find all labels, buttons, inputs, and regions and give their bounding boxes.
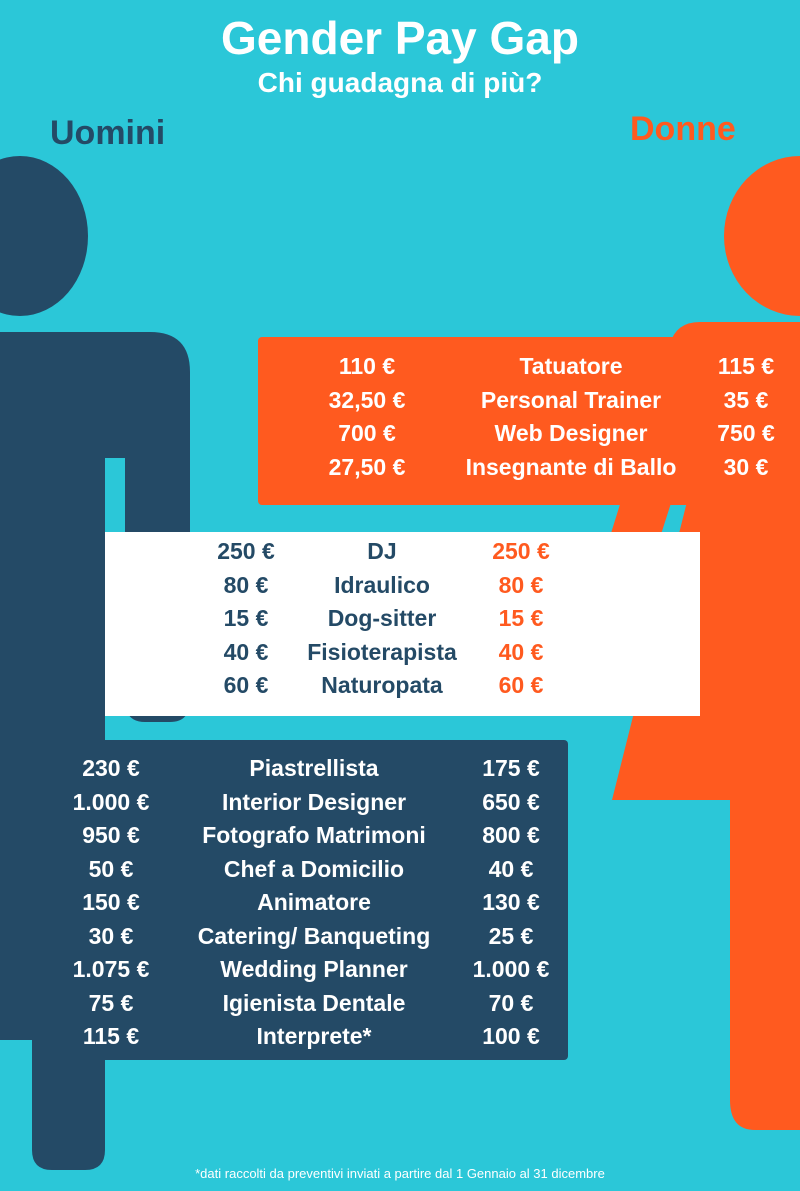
equal-row: 40 € Fisioterapista 40 €: [105, 636, 700, 670]
equal-row: 60 € Naturopata 60 €: [105, 669, 700, 703]
women-value: 175 €: [482, 755, 540, 781]
women-value: 100 €: [482, 1023, 540, 1049]
job-name: Dog-sitter: [327, 605, 437, 631]
women-value: 35 €: [723, 386, 769, 413]
women-value: 25 €: [488, 922, 534, 949]
footnote: *dati raccolti da preventivi inviati a p…: [195, 1166, 605, 1181]
job-name: Fisioterapista: [307, 638, 457, 665]
job-name: Naturopata: [321, 672, 443, 698]
men-value: 1.000 €: [72, 788, 150, 815]
women-value: 115 €: [717, 353, 775, 379]
men_higher-row: 230 € Piastrellista 175 €: [32, 752, 568, 786]
job-name: Interior Designer: [221, 788, 407, 815]
job-name: Idraulico: [334, 571, 430, 598]
men-value: 1.075 €: [72, 956, 150, 982]
men-value: 60 €: [223, 672, 269, 698]
women-value: 750 €: [717, 420, 775, 446]
job-name: Web Designer: [494, 420, 648, 446]
men-value: 150 €: [82, 889, 140, 915]
women_higher-row: 32,50 € Personal Trainer 35 €: [258, 384, 800, 418]
men_higher-row: 1.000 € Interior Designer 650 €: [32, 786, 568, 820]
men-higher-list: 230 € Piastrellista 175 € 1.000 € Interior D…: [32, 752, 568, 1054]
women_higher-row: 110 € Tatuatore 115 €: [258, 350, 800, 384]
men-value: 115 €: [82, 1023, 140, 1049]
women_higher-row: 27,50 € Insegnante di Ballo 30 €: [258, 451, 800, 485]
page-subtitle: Chi guadagna di più?: [257, 67, 543, 98]
equal-band-left: [105, 532, 620, 716]
job-name: Catering/ Banqueting: [197, 922, 431, 949]
women_higher-row: 700 € Web Designer 750 €: [258, 417, 800, 451]
men_higher-row: 50 € Chef a Domicilio 40 €: [32, 853, 568, 887]
women-value: 70 €: [488, 989, 534, 1016]
men-value: 80 €: [223, 571, 269, 598]
job-name: Wedding Planner: [220, 956, 408, 982]
women-value: 40 €: [498, 638, 544, 665]
page-title: Gender Pay Gap: [221, 12, 579, 64]
women-value: 60 €: [498, 672, 544, 698]
job-name: Piastrellista: [249, 755, 379, 781]
men-value: 230 €: [82, 755, 140, 781]
job-name: Interprete*: [256, 1023, 372, 1049]
job-name: DJ: [367, 538, 397, 564]
equal-band-right: [600, 532, 700, 716]
job-name: Fotografo Matrimoni: [202, 822, 426, 848]
women-value: 250 €: [492, 538, 550, 564]
job-name: Tatuatore: [519, 353, 623, 379]
women-value: 800 €: [482, 822, 540, 848]
men-value: 30 €: [88, 922, 134, 949]
women-higher-panel: [258, 337, 800, 505]
job-name: Insegnante di Ballo: [465, 453, 677, 480]
men-label: Uomini: [50, 114, 166, 152]
men-higher-panel: [32, 740, 568, 1060]
men-value: 110 €: [338, 353, 396, 379]
men-value: 50 €: [88, 855, 134, 882]
men-value: 75 €: [88, 989, 134, 1016]
equal-row: 15 € Dog-sitter 15 €: [105, 602, 700, 636]
men-value: 27,50 €: [328, 453, 406, 480]
men_higher-row: 150 € Animatore 130 €: [32, 886, 568, 920]
job-name: Animatore: [257, 889, 371, 915]
women-value: 650 €: [482, 788, 540, 815]
job-name: Igienista Dentale: [222, 989, 406, 1016]
men-value: 40 €: [223, 638, 269, 665]
women-value: 80 €: [498, 571, 544, 598]
men_higher-row: 75 € Igienista Dentale 70 €: [32, 987, 568, 1021]
men-value: 700 €: [338, 420, 396, 446]
equal-row: 80 € Idraulico 80 €: [105, 569, 700, 603]
women-value: 130 €: [482, 889, 540, 915]
equal-row: 250 € DJ 250 €: [105, 535, 700, 569]
job-name: Chef a Domicilio: [223, 855, 405, 882]
women-higher-list: 110 € Tatuatore 115 € 32,50 € Personal Train…: [258, 350, 800, 484]
women-value: 30 €: [723, 453, 769, 480]
women-value: 15 €: [498, 605, 544, 631]
men-value: 15 €: [223, 605, 269, 631]
job-name: Personal Trainer: [480, 386, 662, 413]
men_higher-row: 1.075 € Wedding Planner 1.000 €: [32, 953, 568, 987]
women-label: Donne: [630, 110, 736, 148]
men-value: 250 €: [217, 538, 275, 564]
equal-list: 250 € DJ 250 € 80 € Idraulico 80 € 15 € Dog-sit…: [105, 535, 700, 703]
women-value: 40 €: [488, 855, 534, 882]
men_higher-row: 30 € Catering/ Banqueting 25 €: [32, 920, 568, 954]
men-value: 32,50 €: [328, 386, 406, 413]
men_higher-row: 950 € Fotografo Matrimoni 800 €: [32, 819, 568, 853]
men-value: 950 €: [82, 822, 140, 848]
men_higher-row: 115 € Interprete* 100 €: [32, 1020, 568, 1054]
women-value: 1.000 €: [472, 956, 550, 982]
